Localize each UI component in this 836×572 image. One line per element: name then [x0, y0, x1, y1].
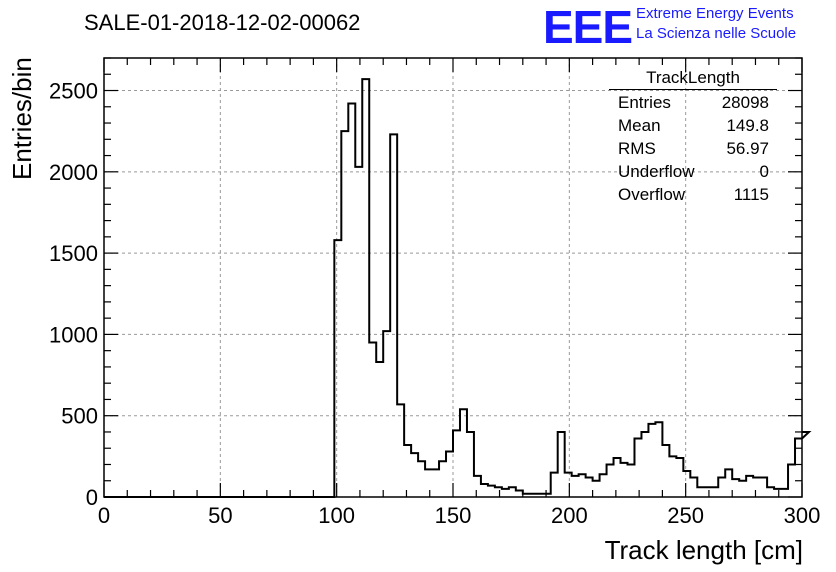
- stats-value: 56.97: [726, 139, 769, 158]
- logo-line-2: La Scienza nelle Scuole: [636, 25, 797, 42]
- x-tick-label: 250: [667, 503, 704, 528]
- stats-box: TrackLength Entries 28098 Mean 149.8 RMS…: [609, 68, 777, 206]
- y-tick-label: 500: [61, 404, 98, 429]
- tick-labels: 0 50 100 150 200 250 300 0 500 1000 1500 2000 2500: [49, 79, 820, 528]
- y-tick-label: 1000: [49, 322, 98, 347]
- stats-label: Mean: [618, 116, 661, 135]
- y-tick-label: 1500: [49, 241, 98, 266]
- y-axis-label: Entries/bin: [7, 57, 37, 180]
- eee-logo: EEE: [543, 1, 633, 53]
- logo-line-1: Extreme Energy Events: [636, 5, 794, 22]
- stats-value: 1115: [733, 185, 769, 204]
- y-tick-label: 2500: [49, 79, 98, 104]
- stats-row-entries: Entries 28098: [609, 91, 777, 114]
- axis-layer: [103, 57, 803, 498]
- stats-value: 149.8: [726, 116, 769, 135]
- x-axis-label: Track length [cm]: [604, 535, 803, 565]
- y-tick-label: 0: [86, 485, 98, 510]
- y-tick-label: 2000: [49, 160, 98, 185]
- x-tick-label: 150: [435, 503, 472, 528]
- stats-row-overflow: Overflow 1115: [609, 183, 777, 206]
- stats-title: TrackLength: [609, 68, 777, 90]
- x-tick-label: 200: [551, 503, 588, 528]
- x-tick-label: 0: [98, 503, 110, 528]
- stats-row-mean: Mean 149.8: [609, 114, 777, 137]
- stats-value: 0: [759, 162, 769, 181]
- stats-row-underflow: Underflow 0: [609, 160, 777, 183]
- stats-label: RMS: [618, 139, 656, 158]
- x-tick-label: 100: [318, 503, 355, 528]
- x-tick-label: 300: [784, 503, 821, 528]
- stats-label: Underflow: [618, 162, 695, 181]
- stats-row-rms: RMS 56.97: [609, 137, 777, 160]
- grid-layer: [104, 58, 802, 497]
- stats-label: Overflow: [618, 185, 686, 204]
- stats-value: 28098: [721, 93, 769, 112]
- chart-title: SALE-01-2018-12-02-00062: [84, 10, 361, 35]
- x-tick-label: 50: [208, 503, 232, 528]
- stats-label: Entries: [618, 93, 671, 112]
